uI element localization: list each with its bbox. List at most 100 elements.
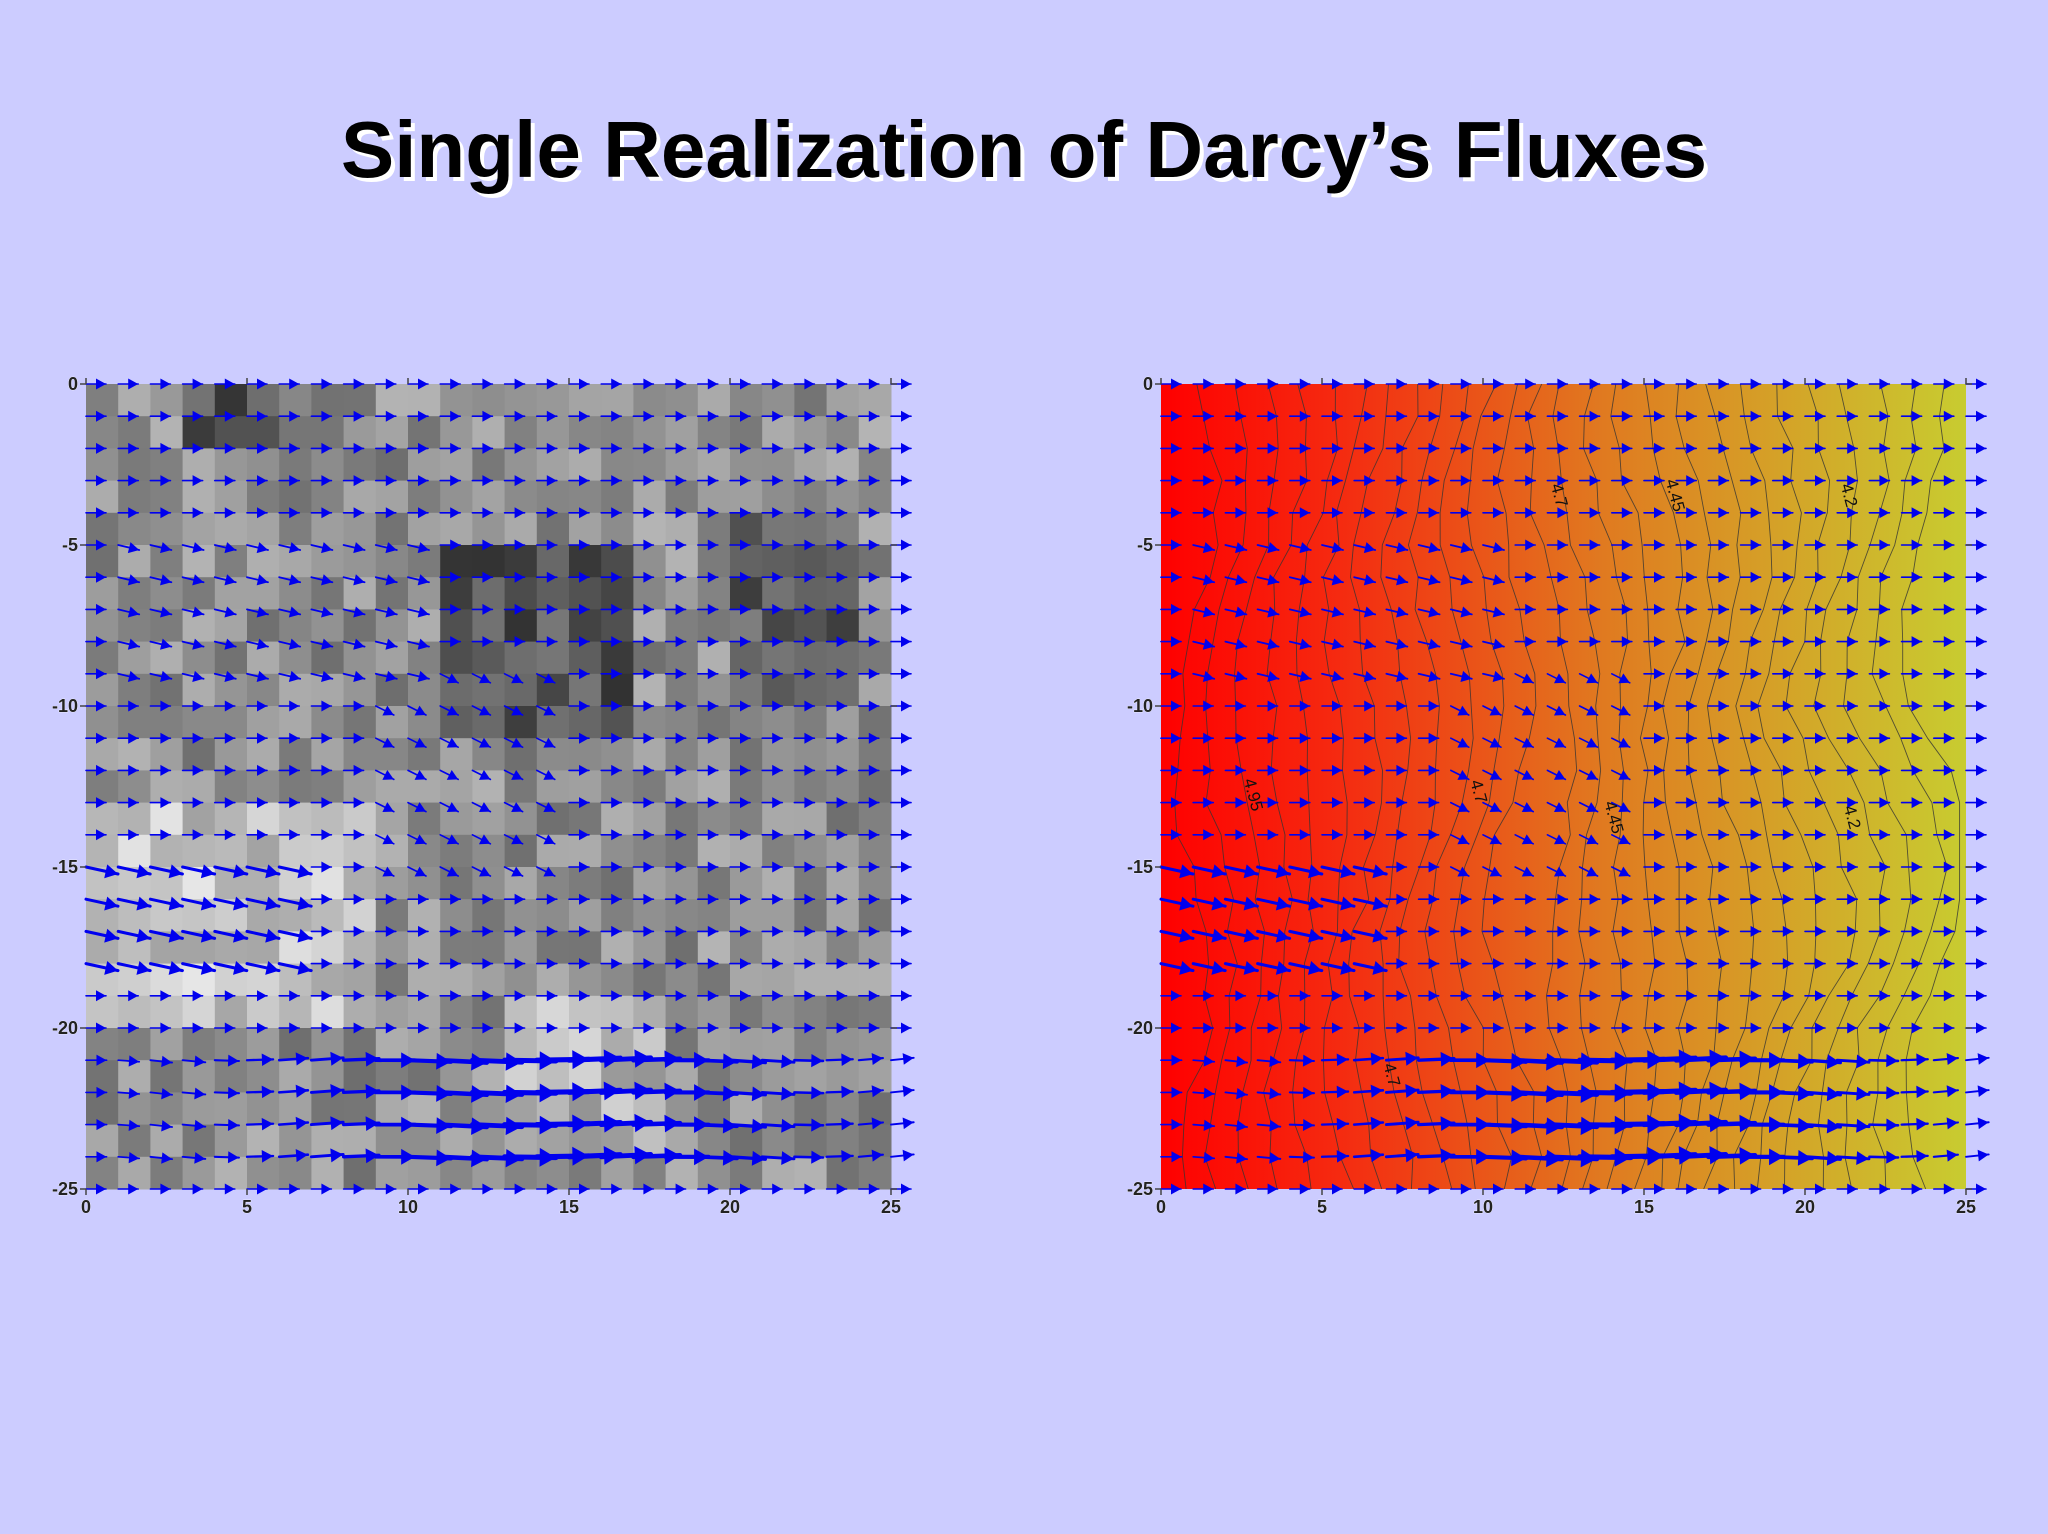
- left-flux-arrow-head: [478, 769, 491, 780]
- left-flux-arrow-head: [675, 507, 686, 519]
- permeability-cell: [730, 995, 763, 1029]
- permeability-cell: [247, 384, 280, 417]
- permeability-cell: [375, 706, 409, 739]
- permeability-cell: [794, 802, 828, 836]
- right-flux-arrow-head: [1521, 737, 1534, 748]
- left-flux-arrow-head: [643, 603, 654, 615]
- permeability-cell: [697, 770, 731, 804]
- left-flux-arrow-head: [772, 668, 783, 680]
- left-flux-arrow-head: [96, 603, 106, 615]
- left-flux-arrow-head: [901, 1183, 911, 1195]
- right-flux-arrow-head: [1202, 542, 1215, 554]
- permeability-cell: [118, 512, 151, 546]
- left-flux-arrow-head: [192, 410, 203, 422]
- right-flux-arrow-head: [1621, 603, 1632, 615]
- left-flux-arrow-head: [546, 958, 557, 970]
- permeability-cell: [118, 448, 151, 482]
- right-flux-arrow-head: [1336, 1085, 1349, 1099]
- permeability-cell: [858, 706, 892, 739]
- left-flux-arrow-head: [751, 1054, 766, 1070]
- right-flux-arrow-head: [1493, 442, 1503, 454]
- left-flux-arrow-head: [751, 1118, 766, 1134]
- right-flux-arrow-head: [1331, 574, 1343, 586]
- permeability-cell: [408, 738, 441, 771]
- left-flux-arrow-head: [643, 410, 654, 422]
- permeability-cell: [279, 1060, 312, 1093]
- permeability-cell: [472, 480, 506, 514]
- permeability-cell: [665, 834, 699, 868]
- left-flux-arrow-head: [836, 442, 847, 454]
- permeability-cell: [150, 1124, 184, 1158]
- left-flux-arrow-head: [128, 990, 139, 1002]
- left-flux-arrow-head: [836, 797, 847, 809]
- right-flux-arrow-head: [1943, 732, 1954, 744]
- right-flux-arrow-head: [1299, 670, 1311, 682]
- permeability-cell: [665, 545, 699, 578]
- right-flux-arrow-head: [1364, 990, 1375, 1002]
- right-flux-arrow-head: [1553, 769, 1566, 780]
- right-flux-arrow-head: [1826, 1150, 1841, 1166]
- permeability-cell: [279, 512, 312, 546]
- right-flux-arrow-head: [1460, 893, 1471, 905]
- permeability-cell: [794, 1028, 828, 1061]
- left-flux-arrow-head: [385, 925, 396, 937]
- permeability-cell: [665, 899, 699, 932]
- left-flux-arrow-head: [289, 797, 300, 809]
- left-flux-arrow-head: [418, 925, 428, 937]
- right-flux-arrow-head: [1815, 1183, 1825, 1195]
- permeability-cell: [472, 577, 506, 610]
- permeability-cell: [472, 770, 506, 804]
- right-flux-arrow-head: [1332, 507, 1342, 519]
- permeability-cell: [794, 963, 828, 997]
- right-flux-arrow-head: [1976, 378, 1986, 390]
- permeability-cell: [86, 448, 119, 482]
- permeability-cell: [150, 770, 184, 804]
- left-flux-arrow-head: [772, 475, 783, 487]
- left-flux-arrow-head: [804, 732, 815, 744]
- left-flux-arrow-head: [353, 638, 365, 650]
- head-field: [1161, 384, 1966, 1189]
- left-flux-arrow-head: [450, 990, 461, 1002]
- right-flux-arrow-head: [1396, 861, 1407, 873]
- left-flux-arrow-head: [514, 442, 525, 454]
- permeability-cell: [504, 834, 538, 868]
- right-flux-arrow-head: [1976, 539, 1986, 551]
- permeability-cell: [247, 995, 280, 1029]
- left-flux-arrow-head: [233, 960, 247, 975]
- right-flux-arrow-head: [1370, 1116, 1383, 1130]
- permeability-cell: [440, 1156, 473, 1190]
- left-flux-arrow-head: [450, 442, 461, 454]
- left-flux-arrow-head: [256, 606, 268, 618]
- left-flux-arrow-head: [478, 802, 491, 813]
- left-flux-arrow-head: [192, 764, 203, 776]
- left-flux-arrow-head: [96, 507, 106, 519]
- permeability-cell: [440, 802, 473, 836]
- left-flux-arrow-head: [257, 1022, 267, 1034]
- left-flux-arrow-head: [740, 732, 750, 744]
- right-flux-arrow-head: [1782, 990, 1793, 1002]
- right-flux-arrow-head: [1336, 1053, 1349, 1066]
- permeability-cell: [279, 834, 312, 868]
- left-flux-arrow-head: [868, 732, 879, 744]
- left-flux-arrow-head: [579, 700, 589, 712]
- left-flux-arrow-head: [353, 732, 364, 744]
- left-flux-arrow-head: [96, 700, 106, 712]
- left-flux-arrow-head: [385, 410, 396, 422]
- left-flux-arrow-head: [224, 797, 235, 809]
- right-flux-arrow-head: [1267, 764, 1278, 776]
- right-flux-arrow-head: [1179, 960, 1193, 975]
- right-flux-arrow-head: [1686, 861, 1697, 873]
- permeability-cell: [408, 1028, 441, 1061]
- right-flux-arrow-head: [1396, 542, 1408, 554]
- left-flux-arrow-head: [224, 574, 236, 586]
- head-contour-line: [1263, 383, 1308, 1190]
- right-flux-arrow-head: [1911, 893, 1922, 905]
- left-flux-arrow-head: [450, 893, 461, 905]
- right-flux-arrow-head: [1332, 797, 1342, 809]
- left-flux-arrow-head: [675, 925, 686, 937]
- right-flux-arrow-head: [1267, 606, 1279, 618]
- permeability-cell: [472, 963, 506, 997]
- permeability-cell: [697, 706, 731, 739]
- right-flux-arrow-head: [1525, 539, 1536, 551]
- right-flux-arrow-head: [1203, 990, 1214, 1002]
